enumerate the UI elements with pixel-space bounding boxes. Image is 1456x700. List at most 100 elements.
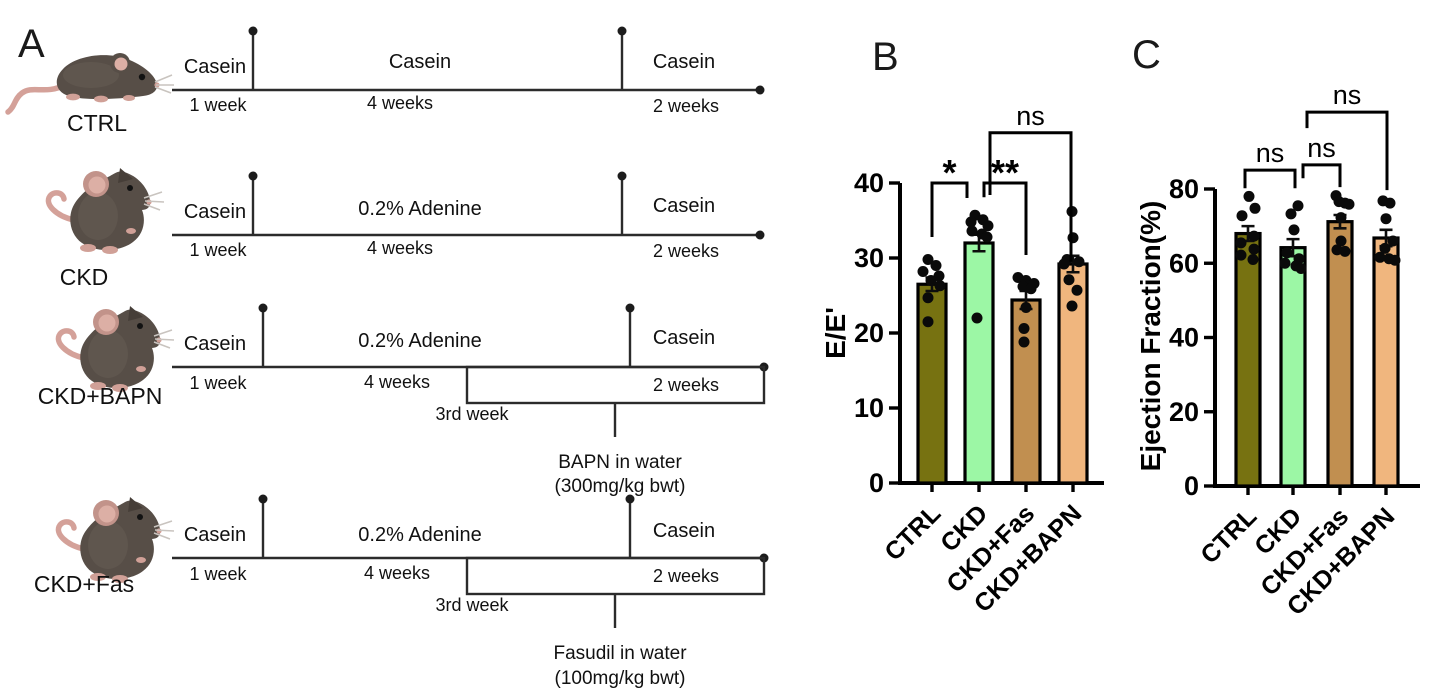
panel-c-label: C	[1132, 33, 1161, 77]
segment-label: Casein	[184, 201, 246, 223]
segment-label: Casein	[653, 327, 715, 349]
y-tick-label: 20	[1169, 397, 1199, 427]
y-tick-label: 20	[854, 318, 884, 348]
treatment-window-box	[465, 365, 766, 405]
data-point	[1058, 258, 1070, 270]
bar-ckd	[1279, 246, 1307, 488]
mouse-shading	[63, 62, 119, 88]
duration-label: 1 week	[189, 564, 247, 584]
data-point	[1292, 200, 1304, 212]
bar-ctrl	[1234, 231, 1262, 488]
data-point	[981, 231, 993, 243]
segment-label: 0.2% Adenine	[358, 330, 481, 352]
data-point	[1236, 210, 1248, 222]
significance-label: **	[991, 152, 1019, 193]
mouse-icon-sitting-ckd-fas	[55, 497, 175, 583]
data-point	[1063, 274, 1075, 286]
data-point	[1374, 251, 1386, 263]
y-tick-label: 60	[1169, 248, 1199, 278]
data-point	[1073, 256, 1085, 268]
data-point	[922, 316, 934, 328]
data-point	[922, 292, 934, 304]
duration-label: 1 week	[189, 240, 247, 260]
data-point	[1285, 208, 1297, 220]
timeline-end-dot	[755, 85, 765, 95]
data-point	[922, 254, 934, 265]
timeline-row-ctrl: Casein Casein Casein 1 week 4 weeks 2 we…	[172, 26, 765, 116]
treatment-window-box	[465, 556, 766, 596]
treatment-dose-label: (300mg/kg bwt)	[555, 476, 686, 497]
data-point	[1335, 235, 1347, 247]
bar-ctrl	[916, 282, 948, 485]
bar-ckd+fas	[1326, 220, 1354, 488]
panel-c-chart: 020406080CTRLCKDCKD+FasCKD+BAPNEjection …	[1135, 80, 1420, 621]
mouse-icon-walking-ctrl	[5, 53, 174, 115]
y-axis-title: E/E'	[820, 307, 851, 359]
data-point	[1295, 262, 1307, 274]
significance-bracket	[1243, 168, 1297, 189]
data-point	[917, 266, 929, 277]
y-tick-label: 40	[1169, 323, 1199, 353]
segment-label: Casein	[653, 51, 715, 73]
data-point	[933, 270, 945, 282]
mouse-eye	[138, 73, 146, 81]
data-point	[1020, 302, 1032, 313]
data-point	[1387, 235, 1399, 247]
data-point	[1281, 247, 1293, 259]
mouse-foot	[94, 95, 108, 103]
timeline-row-ckd: Casein 0.2% Adenine Casein 1 week 4 week…	[172, 171, 765, 261]
segment-label: Casein	[184, 333, 246, 355]
segment-label: Casein	[389, 51, 451, 73]
significance-bracket	[982, 181, 1028, 255]
significance-label: *	[942, 152, 956, 193]
group-label-ckd-bapn: CKD+BAPN	[38, 383, 163, 409]
data-point	[1071, 284, 1083, 296]
treatment-start-label: 3rd week	[435, 595, 509, 615]
significance-label: ns	[1307, 133, 1336, 163]
timeline-event-dot	[617, 26, 627, 36]
duration-label: 2 weeks	[653, 96, 719, 116]
group-label-ckd-fas: CKD+Fas	[34, 571, 134, 597]
significance-bracket	[1305, 110, 1389, 191]
segment-label: Casein	[184, 56, 246, 78]
mouse-icon-sitting-ckd-bapn	[55, 306, 175, 392]
bar-ckd+bapn	[1057, 262, 1089, 485]
bar-ckd	[963, 241, 995, 485]
mouse-icon-sitting-ckd	[45, 168, 165, 254]
data-point	[1247, 254, 1259, 266]
significance-bracket	[930, 181, 969, 237]
data-point	[934, 280, 946, 292]
category-label: CTRL	[1195, 502, 1262, 569]
data-point	[1339, 245, 1351, 257]
group-label-ctrl: CTRL	[67, 110, 127, 136]
data-point	[1380, 213, 1392, 225]
y-axis-title: Ejection Fraction(%)	[1135, 201, 1166, 472]
mouse-tail	[5, 82, 68, 115]
data-point	[1248, 230, 1260, 242]
group-label-ckd: CKD	[60, 264, 109, 290]
mouse-foot	[123, 95, 135, 101]
data-point	[1279, 257, 1291, 269]
data-point	[971, 312, 983, 324]
mouse-ear-inner	[114, 57, 128, 71]
data-point	[982, 220, 994, 232]
data-point	[1335, 212, 1347, 224]
segment-label: 0.2% Adenine	[358, 524, 481, 546]
data-point	[1343, 198, 1355, 210]
timeline-event-dot	[248, 26, 258, 36]
treatment-start-label: 3rd week	[435, 404, 509, 424]
duration-label: 1 week	[189, 373, 247, 393]
category-label: CTRL	[879, 499, 946, 566]
treatment-label: Fasudil in water	[553, 643, 687, 664]
significance-bracket	[1301, 163, 1342, 188]
data-point	[1067, 232, 1079, 244]
data-point	[1249, 202, 1261, 214]
data-point	[925, 275, 937, 286]
data-point	[1066, 300, 1078, 312]
mouse-foot	[66, 93, 80, 101]
mouse-whiskers	[154, 74, 174, 94]
treatment-dose-label: (100mg/kg bwt)	[555, 668, 686, 689]
data-point	[965, 216, 977, 228]
